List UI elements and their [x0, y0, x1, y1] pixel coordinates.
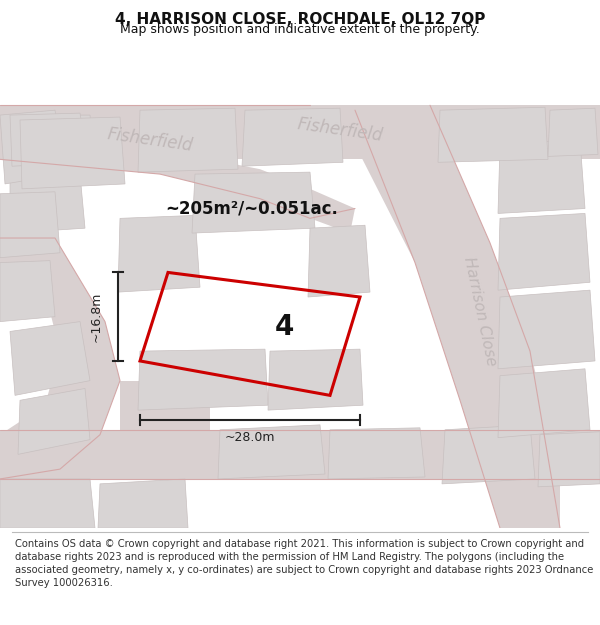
- Polygon shape: [0, 105, 600, 159]
- Polygon shape: [498, 213, 590, 290]
- Text: Fisherfield: Fisherfield: [296, 115, 384, 145]
- Text: Fisherfield: Fisherfield: [106, 125, 194, 154]
- Polygon shape: [18, 389, 90, 454]
- Text: ~205m²/~0.051ac.: ~205m²/~0.051ac.: [165, 199, 338, 217]
- Polygon shape: [0, 192, 60, 258]
- Polygon shape: [442, 425, 535, 484]
- Text: ~28.0m: ~28.0m: [225, 431, 275, 444]
- Polygon shape: [498, 290, 595, 369]
- Polygon shape: [120, 381, 210, 439]
- Polygon shape: [438, 107, 548, 162]
- Polygon shape: [0, 430, 600, 479]
- Polygon shape: [0, 479, 95, 528]
- Text: Harrison Close: Harrison Close: [461, 256, 499, 368]
- Polygon shape: [0, 238, 120, 479]
- Text: 4: 4: [275, 312, 294, 341]
- Polygon shape: [218, 425, 325, 479]
- Polygon shape: [138, 108, 238, 172]
- Text: Map shows position and indicative extent of the property.: Map shows position and indicative extent…: [120, 23, 480, 36]
- Text: ~16.8m: ~16.8m: [89, 291, 103, 342]
- Polygon shape: [548, 108, 598, 156]
- Text: 4, HARRISON CLOSE, ROCHDALE, OL12 7QP: 4, HARRISON CLOSE, ROCHDALE, OL12 7QP: [115, 11, 485, 26]
- Polygon shape: [192, 172, 315, 233]
- Polygon shape: [0, 261, 55, 322]
- Polygon shape: [242, 108, 343, 166]
- Polygon shape: [498, 139, 585, 213]
- Text: Contains OS data © Crown copyright and database right 2021. This information is : Contains OS data © Crown copyright and d…: [15, 539, 593, 588]
- Polygon shape: [138, 349, 268, 410]
- Polygon shape: [308, 225, 370, 297]
- Polygon shape: [310, 105, 560, 528]
- Polygon shape: [98, 479, 188, 528]
- Polygon shape: [10, 113, 88, 166]
- Polygon shape: [10, 115, 95, 179]
- Polygon shape: [268, 349, 363, 410]
- Polygon shape: [10, 174, 85, 233]
- Polygon shape: [10, 322, 90, 396]
- Polygon shape: [328, 428, 425, 479]
- Polygon shape: [0, 105, 355, 233]
- Polygon shape: [0, 110, 65, 184]
- Polygon shape: [20, 117, 125, 189]
- Polygon shape: [498, 369, 590, 438]
- Polygon shape: [538, 432, 600, 487]
- Polygon shape: [118, 216, 200, 292]
